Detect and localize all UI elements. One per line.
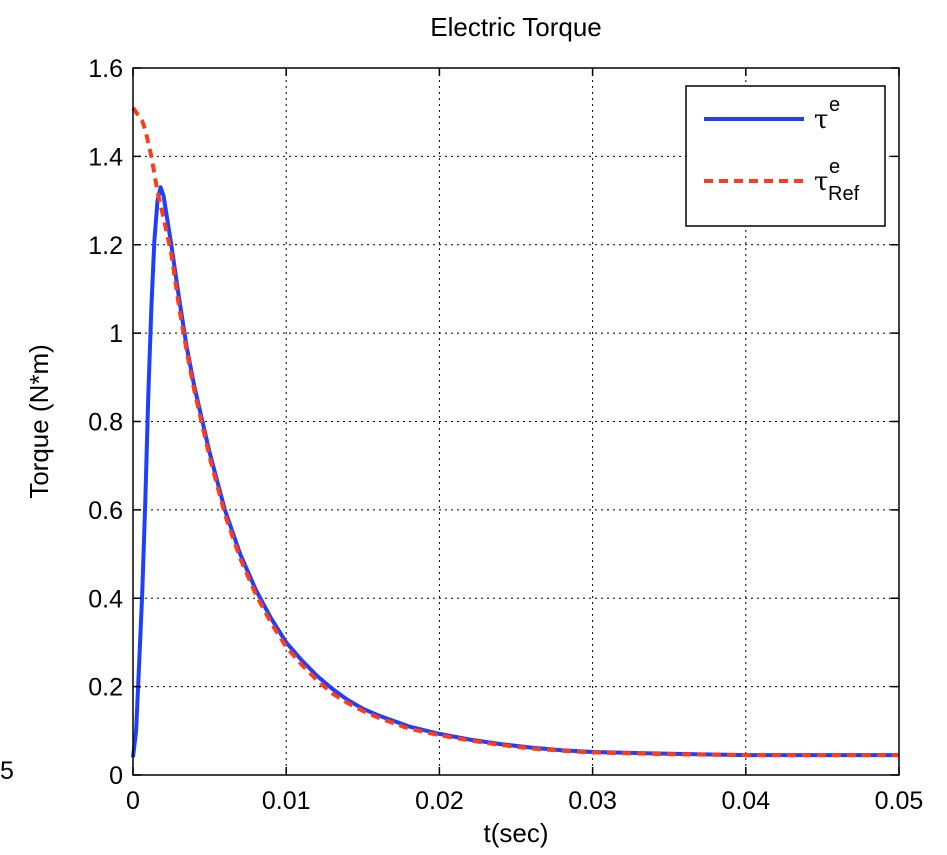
series-line-0 xyxy=(131,185,899,758)
chart-title: Electric Torque xyxy=(430,12,602,42)
y-tick-label: 1.6 xyxy=(88,55,123,83)
axis-ticks: 0 0.01 0.02 0.03 0.04 0.05 0 0.2 0.4 0.6 0.8 1 1.2 1.… xyxy=(88,55,923,815)
y-tick-label: 0.6 xyxy=(88,497,123,525)
x-tick-label: 0.02 xyxy=(415,787,464,815)
legend-box xyxy=(685,85,886,227)
x-tick-label: 0.01 xyxy=(262,787,311,815)
series-layer xyxy=(131,106,899,758)
x-tick-label: 0.03 xyxy=(568,787,617,815)
legend-label-1: τ xyxy=(814,167,828,197)
x-tick-label: 0.05 xyxy=(875,787,924,815)
x-axis-label: t(sec) xyxy=(484,818,549,848)
legend-label-0: τ xyxy=(814,105,828,135)
y-tick-label: 1 xyxy=(109,320,123,348)
x-tick-label: 0.04 xyxy=(721,787,770,815)
y-tick-label: 0.8 xyxy=(88,409,123,437)
y-tick-label: 0.2 xyxy=(88,674,123,702)
stray-tick-label: 5 xyxy=(0,757,14,785)
legend-superscript-0: e xyxy=(829,94,840,116)
legend-subscript-1: Ref xyxy=(828,183,860,205)
y-tick-label: 0 xyxy=(109,762,123,790)
y-axis-label: Torque (N*m) xyxy=(24,344,54,499)
legend-superscript-1: e xyxy=(829,156,840,178)
y-tick-label: 1.2 xyxy=(88,232,123,260)
x-tick-label: 0 xyxy=(126,787,140,815)
y-tick-label: 1.4 xyxy=(88,143,123,171)
y-tick-label: 0.4 xyxy=(88,585,123,613)
